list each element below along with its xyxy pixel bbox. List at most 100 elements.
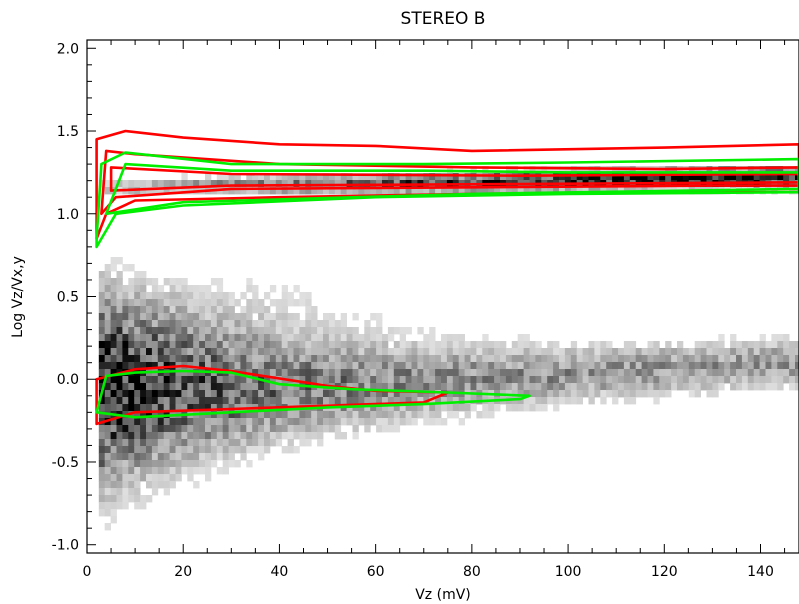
heatmap-cell xyxy=(334,432,342,440)
heatmap-cell xyxy=(169,348,176,356)
heatmap-cell xyxy=(281,327,288,335)
heatmap-cell xyxy=(765,173,772,181)
heatmap-cell xyxy=(104,488,111,496)
heatmap-cell xyxy=(146,467,153,475)
heatmap-cell xyxy=(612,369,619,377)
heatmap-cell xyxy=(246,299,253,307)
heatmap-cell xyxy=(116,257,123,265)
heatmap-cell xyxy=(104,502,111,510)
heatmap-cell xyxy=(157,467,165,475)
heatmap-cell xyxy=(399,390,406,398)
heatmap-cell xyxy=(789,376,796,384)
heatmap-cell xyxy=(759,341,766,349)
heatmap-cell xyxy=(281,411,288,419)
heatmap-cell xyxy=(258,439,265,447)
heatmap-cell xyxy=(169,439,176,447)
heatmap-cell xyxy=(240,355,247,363)
heatmap-cell xyxy=(199,299,206,307)
heatmap-cell xyxy=(429,376,436,384)
heatmap-cell xyxy=(547,362,554,370)
heatmap-cell xyxy=(529,376,536,384)
heatmap-cell xyxy=(405,187,412,195)
heatmap-cell xyxy=(140,299,147,307)
heatmap-cell xyxy=(258,187,265,195)
heatmap-cell xyxy=(382,187,389,195)
heatmap-cell xyxy=(98,432,106,440)
heatmap-cell xyxy=(140,418,147,426)
heatmap-cell xyxy=(559,355,566,363)
heatmap-cell xyxy=(157,390,165,398)
heatmap-cell xyxy=(417,404,424,412)
heatmap-cell xyxy=(340,369,347,377)
heatmap-cell xyxy=(736,362,743,370)
heatmap-cell xyxy=(458,173,465,181)
heatmap-cell xyxy=(199,432,206,440)
heatmap-cell xyxy=(553,187,560,195)
heatmap-cell xyxy=(328,334,336,342)
heatmap-cell xyxy=(205,285,212,293)
heatmap-cell xyxy=(576,348,583,356)
heatmap-cell xyxy=(724,369,731,377)
heatmap-cell xyxy=(777,369,784,377)
heatmap-cell xyxy=(151,383,159,391)
heatmap-cell xyxy=(747,173,755,181)
heatmap-cell xyxy=(334,390,342,398)
heatmap-cell xyxy=(435,355,442,363)
heatmap-cell xyxy=(151,488,159,496)
heatmap-cell xyxy=(323,173,330,181)
heatmap-cell xyxy=(470,369,477,377)
heatmap-cell xyxy=(358,404,365,412)
heatmap-cell xyxy=(193,460,200,468)
heatmap-cell xyxy=(146,355,153,363)
heatmap-cell xyxy=(576,355,583,363)
heatmap-cell xyxy=(700,369,707,377)
heatmap-cell xyxy=(222,341,229,349)
heatmap-cell xyxy=(169,313,176,321)
heatmap-cell xyxy=(146,299,153,307)
heatmap-cell xyxy=(446,376,454,384)
heatmap-cell xyxy=(600,390,607,398)
heatmap-cell xyxy=(110,334,117,342)
heatmap-cell xyxy=(612,376,619,384)
heatmap-cell xyxy=(151,425,159,433)
heatmap-cell xyxy=(205,446,212,454)
heatmap-cell xyxy=(205,180,212,188)
heatmap-cell xyxy=(252,299,259,307)
heatmap-cell xyxy=(293,348,300,356)
heatmap-cell xyxy=(140,446,147,454)
heatmap-cell xyxy=(275,313,283,321)
heatmap-cell xyxy=(246,411,253,419)
heatmap-cell xyxy=(110,397,117,405)
heatmap-cell xyxy=(387,187,395,195)
heatmap-cell xyxy=(588,369,595,377)
heatmap-cell xyxy=(122,390,129,398)
heatmap-cell xyxy=(205,390,212,398)
heatmap-cell xyxy=(576,383,583,391)
heatmap-cell xyxy=(193,383,200,391)
heatmap-cell xyxy=(741,341,749,349)
heatmap-cell xyxy=(205,397,212,405)
heatmap-cell xyxy=(317,355,324,363)
heatmap-cell xyxy=(500,341,507,349)
heatmap-cell xyxy=(358,362,365,370)
heatmap-cell xyxy=(741,362,749,370)
heatmap-cell xyxy=(517,369,524,377)
heatmap-cell xyxy=(128,285,135,293)
heatmap-cell xyxy=(210,418,218,426)
heatmap-cell xyxy=(635,383,642,391)
heatmap-cell xyxy=(222,355,229,363)
heatmap-cell xyxy=(700,362,707,370)
heatmap-cell xyxy=(387,397,395,405)
heatmap-cell xyxy=(759,348,766,356)
heatmap-cell xyxy=(647,369,654,377)
heatmap-cell xyxy=(305,376,312,384)
heatmap-cell xyxy=(771,383,778,391)
heatmap-cell xyxy=(323,334,330,342)
heatmap-cell xyxy=(287,348,294,356)
heatmap-cell xyxy=(169,397,176,405)
heatmap-cell xyxy=(240,320,247,328)
heatmap-cell xyxy=(694,348,701,356)
heatmap-cell xyxy=(399,348,406,356)
heatmap-cell xyxy=(694,341,701,349)
